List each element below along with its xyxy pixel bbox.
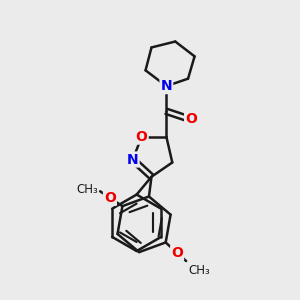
Text: CH₃: CH₃ <box>188 264 210 277</box>
Text: N: N <box>160 79 172 93</box>
Text: O: O <box>104 191 116 205</box>
Text: N: N <box>127 152 139 167</box>
Text: O: O <box>136 130 148 144</box>
Text: O: O <box>171 246 183 260</box>
Text: CH₃: CH₃ <box>76 183 98 196</box>
Text: O: O <box>185 112 197 126</box>
